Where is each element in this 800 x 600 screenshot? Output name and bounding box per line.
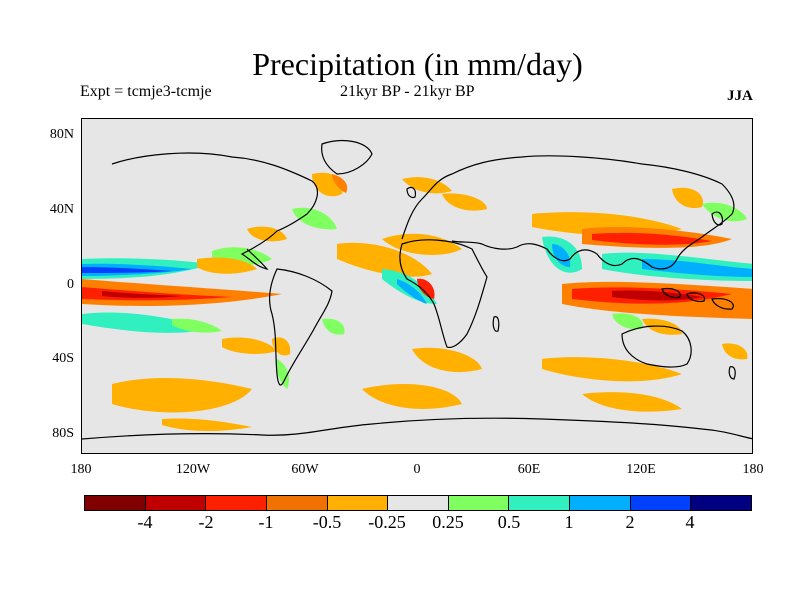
anomaly-field [612, 290, 702, 301]
anomaly-field [702, 202, 747, 222]
anomaly-field [292, 207, 337, 230]
lon-label-120w: 120W [175, 462, 211, 477]
anomaly-field [672, 187, 703, 209]
coastlines [82, 140, 752, 440]
colorbar-label: 0.5 [497, 512, 521, 532]
anomaly-field [642, 259, 752, 277]
anomaly-field [162, 418, 252, 432]
anomaly-field [102, 291, 182, 298]
lon-label-60w: 60W [291, 462, 319, 477]
colorbar [84, 495, 752, 511]
colorbar-label: 4 [685, 512, 695, 532]
anomaly-field [552, 244, 571, 267]
lon-label-180e: 180 [742, 462, 764, 477]
lon-label-0: 0 [413, 462, 421, 477]
colorbar-label: -0.25 [368, 512, 406, 532]
anomaly-field [362, 384, 462, 409]
lat-label-80n: 80N [49, 127, 74, 142]
anomaly-field [542, 357, 682, 382]
colorbar-label: -2 [198, 512, 214, 532]
anomaly-field [592, 232, 712, 245]
period-label: 21kyr BP - 21kyr BP [340, 83, 475, 100]
colorbar-swatch [327, 496, 389, 510]
anomaly-field [612, 313, 643, 330]
map-title: Precipitation (in mm/day) [252, 46, 583, 82]
anomaly-field [276, 359, 289, 389]
anomaly-field [397, 279, 427, 304]
lon-label-180w: 180 [70, 462, 92, 477]
colorbar-label: -0.5 [312, 512, 342, 532]
anomaly-field [172, 318, 222, 333]
colorbar-swatch [145, 496, 207, 510]
anomaly-field [82, 267, 172, 273]
anomaly-field [247, 226, 287, 242]
anomaly-field [382, 233, 462, 255]
colorbar-swatch [206, 496, 267, 510]
anomaly-field [337, 242, 432, 277]
colorbar-label: 1 [564, 512, 574, 532]
colorbar-label: -4 [137, 512, 153, 532]
season-label: JJA [727, 88, 753, 104]
colorbar-swatch [266, 496, 328, 510]
colorbar-swatch [85, 496, 146, 510]
lon-label-120e: 120E [626, 462, 656, 477]
anomaly-field [272, 337, 291, 356]
anomaly-field [442, 193, 487, 211]
colorbar-swatch [448, 496, 510, 510]
anomaly-field [722, 343, 748, 360]
lat-label-40n: 40N [49, 202, 74, 217]
colorbar-label: 2 [625, 512, 635, 532]
colorbar-swatch [570, 496, 631, 510]
precipitation-map [81, 118, 753, 454]
anomaly-field [402, 177, 452, 194]
colorbar-swatch [388, 496, 449, 510]
lon-label-60e: 60E [517, 462, 541, 477]
anomaly-field [197, 257, 257, 274]
colorbar-swatch [630, 496, 692, 510]
anomaly-field [332, 174, 348, 193]
colorbar-swatch [691, 496, 752, 510]
colorbar-label: -1 [258, 512, 274, 532]
lat-label-40s: 40S [52, 351, 74, 366]
anomaly-field [322, 318, 345, 335]
anomaly-field [222, 337, 277, 354]
lat-label-0: 0 [67, 277, 74, 292]
experiment-label: Expt = tcmje3-tcmje [80, 83, 212, 100]
colorbar-label: 0.25 [432, 512, 464, 532]
colorbar-swatch [509, 496, 571, 510]
anomaly-field [582, 392, 682, 412]
anomaly-field [412, 347, 482, 373]
map-canvas [82, 140, 752, 440]
anomaly-field [417, 278, 435, 299]
lat-label-80s: 80S [52, 426, 74, 441]
anomaly-field [112, 377, 252, 413]
